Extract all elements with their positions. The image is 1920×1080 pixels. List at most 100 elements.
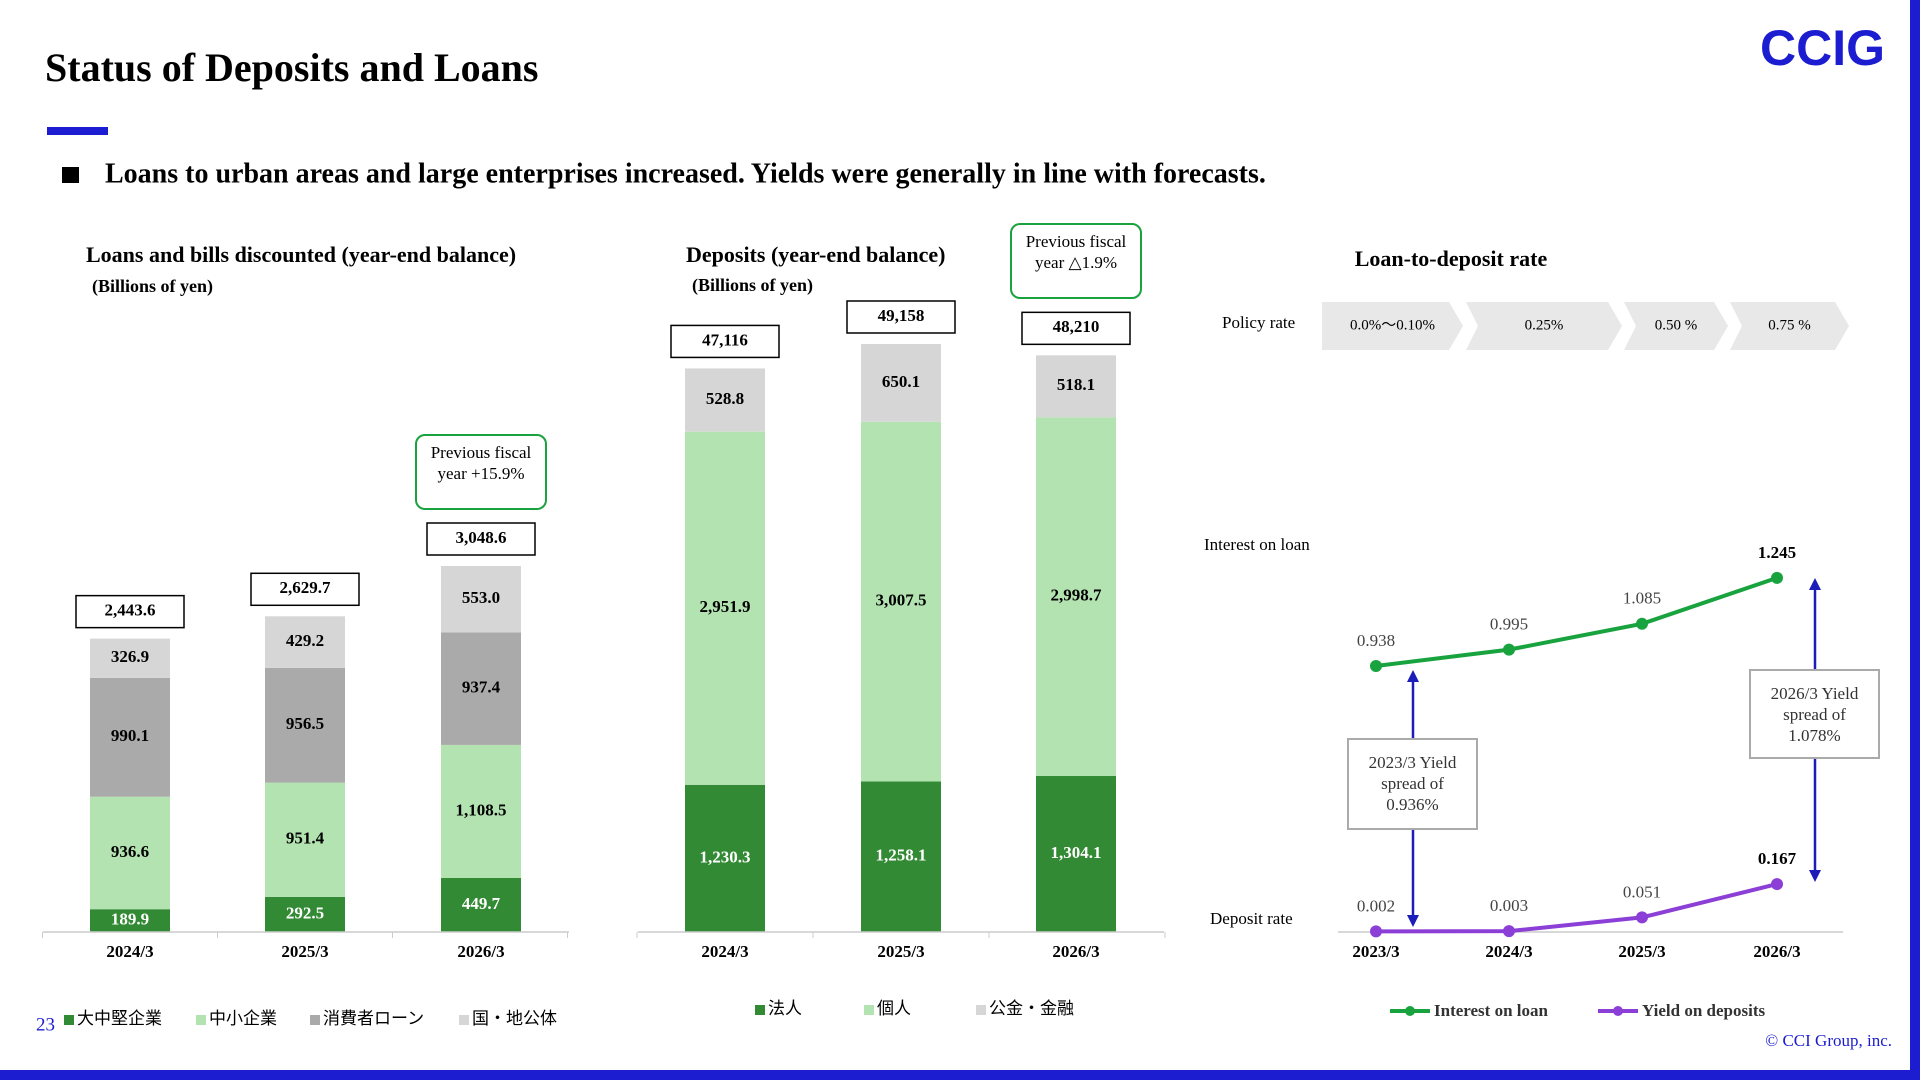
bar-segment (441, 878, 521, 932)
legend-swatch (310, 1015, 320, 1025)
segment-label: 650.1 (882, 372, 920, 391)
arrow-head (1809, 578, 1821, 590)
bar-segment (90, 909, 170, 932)
segment-label: 936.6 (111, 842, 149, 861)
bar-segment (265, 782, 345, 897)
series-point (1636, 617, 1648, 630)
bar-segment (441, 566, 521, 633)
chart-title: Deposits (year-end balance) (686, 242, 946, 267)
bar-segment (1036, 417, 1116, 777)
point-label: 0.995 (1490, 615, 1528, 634)
policy-rate: 0.0%〜0.10% (1350, 317, 1435, 333)
total-label: 3,048.6 (456, 528, 507, 547)
segment-label: 429.2 (286, 631, 324, 650)
policy-rate: 0.50 % (1655, 317, 1698, 333)
total-label: 2,629.7 (280, 578, 332, 597)
series-line (1375, 575, 1778, 668)
chart-subtitle: (Billions of yen) (92, 276, 213, 297)
segment-label: 990.1 (111, 726, 149, 745)
segment-label: 956.5 (286, 714, 324, 733)
series-point (1636, 911, 1648, 924)
legend-swatch (976, 1005, 986, 1015)
legend-label: Interest on loan (1434, 1001, 1549, 1020)
bar-segment (1036, 776, 1116, 932)
legend-swatch (864, 1005, 874, 1015)
series-point (1370, 925, 1382, 938)
legend-label: 大中堅企業 (77, 1009, 162, 1028)
logo: CCIG (1760, 20, 1885, 76)
total-box (846, 300, 956, 334)
point-label: 0.002 (1357, 896, 1395, 915)
bar-segment (685, 784, 765, 932)
spread-box: 2026/3 Yield spread of 1.078% (1749, 669, 1880, 759)
arrow-head (1809, 870, 1821, 882)
bar-segment (861, 344, 941, 422)
bar-segment (685, 431, 765, 785)
policy-label: Policy rate (1222, 313, 1295, 332)
legend-label: 公金・金融 (989, 999, 1074, 1018)
title-underline (47, 127, 108, 135)
segment-label: 189.9 (111, 910, 149, 929)
total-box (670, 324, 780, 359)
page-number: 23 (36, 1014, 55, 1035)
annotation-box: Previous fiscal year △1.9% (1010, 223, 1142, 300)
segment-label: 1,258.1 (876, 846, 927, 865)
point-label: 0.167 (1758, 849, 1797, 868)
segment-label: 1,304.1 (1051, 843, 1102, 862)
bar-segment (265, 616, 345, 668)
arrow-head (1407, 915, 1419, 927)
series-line (1375, 882, 1778, 934)
bar-segment (265, 667, 345, 783)
legend-swatch (64, 1015, 74, 1025)
legend-label: 中小企業 (209, 1009, 277, 1028)
point-label: 0.938 (1357, 631, 1395, 650)
policy-chevron (1624, 302, 1728, 350)
series-point (1771, 878, 1783, 891)
point-label: 0.051 (1623, 882, 1661, 901)
bullet-text: Loans to urban areas and large enterpris… (105, 158, 1266, 189)
right-border (1910, 0, 1920, 1080)
total-box (75, 594, 185, 629)
series-axis-label: Deposit rate (1210, 909, 1293, 928)
policy-chevron (1730, 302, 1849, 350)
bar-segment (861, 781, 941, 932)
policy-chevron (1322, 302, 1463, 350)
legend-dot (1405, 1006, 1415, 1016)
series-axis-label: Interest on loan (1204, 535, 1310, 554)
bottom-border (0, 1070, 1920, 1080)
bar-segment (90, 677, 170, 797)
series-point (1771, 571, 1783, 584)
point-label: 1.085 (1623, 589, 1661, 608)
policy-rate: 0.25% (1525, 317, 1564, 333)
bar-segment (441, 744, 521, 879)
segment-label: 1,108.5 (456, 800, 507, 819)
policy-chevron (1466, 302, 1622, 350)
total-label: 48,210 (1053, 317, 1100, 336)
legend-swatch (196, 1015, 206, 1025)
chart-title: Loans and bills discounted (year-end bal… (86, 242, 516, 267)
chart-subtitle: (Billions of yen) (692, 275, 813, 296)
series-point (1370, 660, 1382, 672)
copyright: © CCI Group, inc. (1765, 1031, 1892, 1050)
segment-label: 1,230.3 (700, 847, 751, 866)
x-tick-label: 2026/3 (457, 942, 504, 961)
bar-segment (90, 796, 170, 910)
legend-label: Yield on deposits (1642, 1001, 1766, 1020)
total-label: 47,116 (702, 330, 748, 349)
x-tick-label: 2026/3 (1052, 942, 1099, 961)
series-point (1503, 643, 1515, 656)
legend-label: 国・地公体 (472, 1009, 557, 1028)
total-box (1021, 311, 1131, 346)
total-label: 2,443.6 (105, 601, 156, 620)
arrow-head (1407, 670, 1419, 682)
x-tick-label: 2024/3 (701, 942, 748, 961)
bar-segment (90, 638, 170, 678)
spread-box: 2023/3 Yield spread of 0.936% (1347, 738, 1478, 830)
segment-label: 449.7 (462, 894, 501, 913)
legend-label: 消費者ローン (323, 1009, 424, 1028)
bar-segment (685, 368, 765, 432)
segment-label: 3,007.5 (876, 591, 927, 610)
segment-label: 292.5 (286, 903, 324, 922)
